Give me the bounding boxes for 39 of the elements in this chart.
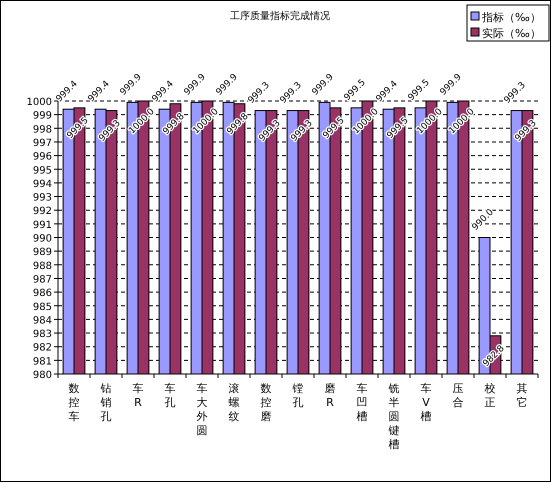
x-tick-label: 车V槽 (420, 382, 432, 423)
x-tick-label: 车R (132, 382, 144, 409)
y-tick-label: 985 (32, 302, 52, 313)
chart-title: 工序质量指标完成情况 (230, 10, 330, 22)
x-tick-label: 磨R (324, 382, 336, 409)
y-tick-label: 989 (32, 247, 52, 258)
x-tick-label: 车凹槽 (356, 382, 368, 423)
x-tick-label: 滚螺纹 (228, 382, 240, 423)
x-tick-label: 数控车 (68, 382, 80, 423)
y-tick-label: 986 (32, 288, 52, 300)
y-tick-label: 993 (32, 192, 52, 204)
x-tick-label: 镗孔 (292, 382, 304, 409)
y-tick-label: 982 (32, 342, 52, 354)
x-tick-label: 压合 (452, 382, 464, 409)
y-tick-label: 987 (32, 274, 52, 286)
y-tick-label: 1000 (26, 97, 52, 108)
x-tick-label: 校正 (484, 382, 496, 409)
y-tick-label: 984 (32, 315, 52, 326)
x-tick-label: 车大外圆 (196, 382, 208, 437)
y-tick-label: 988 (32, 260, 52, 272)
y-tick-label: 999 (32, 110, 52, 122)
x-tick-label: 其它 (516, 382, 528, 409)
x-tick-label: 数控磨 (260, 382, 272, 423)
y-tick-label: 991 (32, 220, 52, 231)
y-tick-label: 996 (32, 152, 52, 163)
y-tick-label: 992 (32, 206, 52, 218)
y-tick-label: 983 (32, 329, 52, 340)
x-tick-label: 铣半圆键槽 (388, 382, 400, 451)
legend-label: 指标（‰） (481, 11, 541, 24)
y-tick-label: 998 (32, 124, 52, 136)
y-tick-label: 981 (32, 356, 52, 368)
y-tick-label: 990 (32, 234, 52, 244)
x-tick-label: 钻销孔 (100, 382, 112, 423)
legend-label: 实际（‰） (482, 27, 541, 40)
y-tick-label: 994 (32, 178, 52, 190)
x-tick-label: 车孔 (164, 382, 176, 409)
y-tick-label: 980 (32, 370, 52, 381)
y-tick-label: 997 (32, 138, 52, 149)
y-tick-label: 995 (32, 165, 52, 176)
